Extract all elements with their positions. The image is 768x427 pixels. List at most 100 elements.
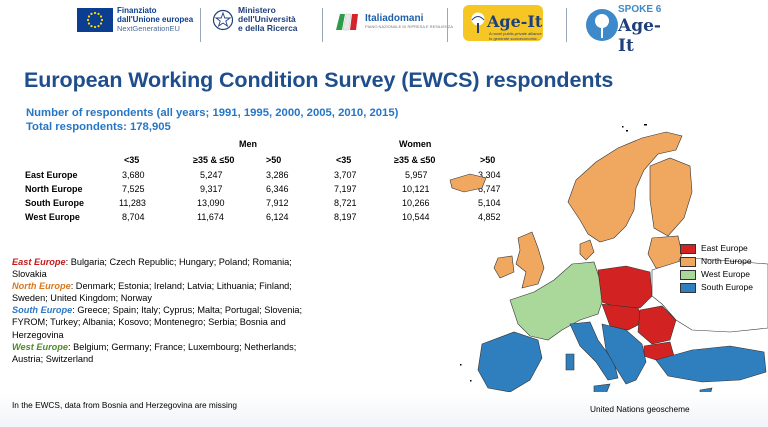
column-header: <35 (336, 155, 352, 165)
mur-logo: Ministero dell'Università e della Ricerc… (212, 6, 298, 33)
table-cell: 7,197 (334, 184, 357, 194)
legend-label: East Europe (701, 243, 748, 253)
legend-swatch-south (680, 283, 696, 293)
column-header: ≥35 & ≤50 (394, 155, 436, 165)
map-region-south (565, 353, 575, 371)
italiadomani-sub: PIANO NAZIONALE DI RIPRESA E RESILIENZA (365, 23, 454, 29)
map-region-south (655, 345, 767, 383)
region-countries-north: : Denmark; Estonia; Ireland; Latvia; Lit… (12, 281, 292, 304)
total-respondents: Total respondents: 178,905 (26, 121, 171, 133)
table-row-label: South Europe (25, 198, 84, 208)
legend-label: North Europe (701, 256, 752, 266)
column-header: >50 (266, 155, 282, 165)
eu-flag-icon (77, 7, 113, 32)
map-region-east (601, 303, 645, 331)
ageit-label: Age-It (487, 12, 543, 31)
footer-band (0, 392, 768, 427)
table-cell: 5,957 (405, 170, 428, 180)
table-cell: 5,104 (478, 198, 501, 208)
mur-logo-line3: e della Ricerca (238, 23, 298, 33)
tree-icon (471, 12, 485, 33)
table-cell: 10,266 (402, 198, 430, 208)
spoke-badge-icon (586, 9, 618, 41)
map-source: United Nations geoscheme (590, 404, 690, 414)
table-cell: 3,286 (266, 170, 289, 180)
table-cell: 8,704 (122, 212, 145, 222)
italiadomani-label: Italiadomani (365, 12, 424, 24)
spoke-logo: SPOKE 6 Age-It (584, 4, 666, 56)
region-name-south: South Europe (12, 305, 73, 316)
mur-logo-line1: Ministero (238, 5, 276, 15)
logo-divider (447, 8, 448, 42)
table-cell: 11,283 (119, 198, 146, 208)
spoke-label: SPOKE 6 (618, 4, 662, 15)
map-region-east (597, 265, 653, 309)
region-name-north: North Europe (12, 281, 71, 292)
legend-swatch-west (680, 270, 696, 280)
column-header: ≥35 & ≤50 (193, 155, 235, 165)
map-region-north (567, 131, 683, 243)
eu-logo-line3: NextGenerationEU (117, 24, 180, 33)
eu-logo-line2: dall'Unione europea (117, 15, 194, 24)
region-countries-west: : Belgium; Germany; France; Luxembourg; … (12, 341, 297, 364)
map-region-north (515, 231, 545, 289)
table-cell: 11,674 (197, 212, 224, 222)
logo-divider (200, 8, 201, 42)
logo-divider (566, 8, 567, 42)
table-cell: 13,090 (197, 198, 225, 208)
region-country-list: East Europe: Bulgaria; Czech Republic; H… (12, 256, 312, 365)
table-cell: 3,304 (478, 170, 501, 180)
spoke-ageit-label: Age-It (618, 16, 661, 56)
region-name-west: West Europe (12, 341, 68, 352)
italian-flag-icon (334, 10, 362, 32)
map-region-south (477, 331, 543, 393)
table-row-label: North Europe (25, 184, 83, 194)
table-cell: 9,317 (200, 184, 223, 194)
table-cell: 10,544 (402, 212, 430, 222)
legend-swatch-north (680, 257, 696, 267)
map-region-south (569, 321, 619, 381)
map-region-north (493, 255, 515, 279)
table-cell: 3,707 (334, 170, 357, 180)
legend-label: West Europe (701, 269, 750, 279)
map-region-north (449, 173, 487, 193)
map-region-west (509, 261, 603, 341)
table-cell: 6,124 (266, 212, 289, 222)
table-cell: 7,912 (266, 198, 289, 208)
page-title: European Working Condition Survey (EWCS)… (24, 68, 614, 92)
footnote: In the EWCS, data from Bosnia and Herzeg… (12, 400, 238, 410)
table-cell: 8,197 (334, 212, 357, 222)
table-cell: 4,852 (478, 212, 501, 222)
ageit-sub: A novel public-private alliance to gener… (489, 31, 542, 41)
map-region-north (649, 157, 693, 237)
group-header-men: Men (239, 139, 257, 149)
table-cell: 3,680 (122, 170, 145, 180)
group-header-women: Women (399, 139, 432, 149)
table-cell: 10,121 (402, 184, 430, 194)
europe-region-map (442, 124, 768, 410)
table-cell: 6,747 (478, 184, 501, 194)
table-cell: 8,721 (334, 198, 357, 208)
subtitle: Number of respondents (all years; 1991, … (26, 107, 399, 119)
table-row-label: West Europe (25, 212, 80, 222)
region-countries-south: : Greece; Spain; Italy; Cyprus; Malta; P… (12, 305, 303, 340)
column-header: >50 (480, 155, 496, 165)
logo-divider (322, 8, 323, 42)
table-cell: 5,247 (200, 170, 223, 180)
italiadomani-logo: Italiadomani PIANO NAZIONALE DI RIPRESA … (334, 10, 453, 32)
legend-swatch-east (680, 244, 696, 254)
map-region-north (579, 239, 595, 261)
logo-bar: Finanziato dall'Unione europea NextGener… (0, 0, 768, 56)
map-region-east (637, 305, 677, 345)
column-header: <35 (124, 155, 140, 165)
eu-logo-line1: Finanziato (117, 6, 157, 15)
table-cell: 7,525 (122, 184, 145, 194)
legend-label: South Europe (701, 282, 753, 292)
table-row-label: East Europe (25, 170, 78, 180)
mur-logo-line2: dell'Università (238, 14, 296, 24)
region-countries-east: : Bulgaria; Czech Republic; Hungary; Pol… (12, 257, 292, 280)
table-cell: 6,346 (266, 184, 289, 194)
republic-emblem-icon (212, 8, 234, 32)
region-name-east: East Europe (12, 257, 66, 267)
ageit-logo: Age-It A novel public-private alliance t… (463, 5, 543, 41)
